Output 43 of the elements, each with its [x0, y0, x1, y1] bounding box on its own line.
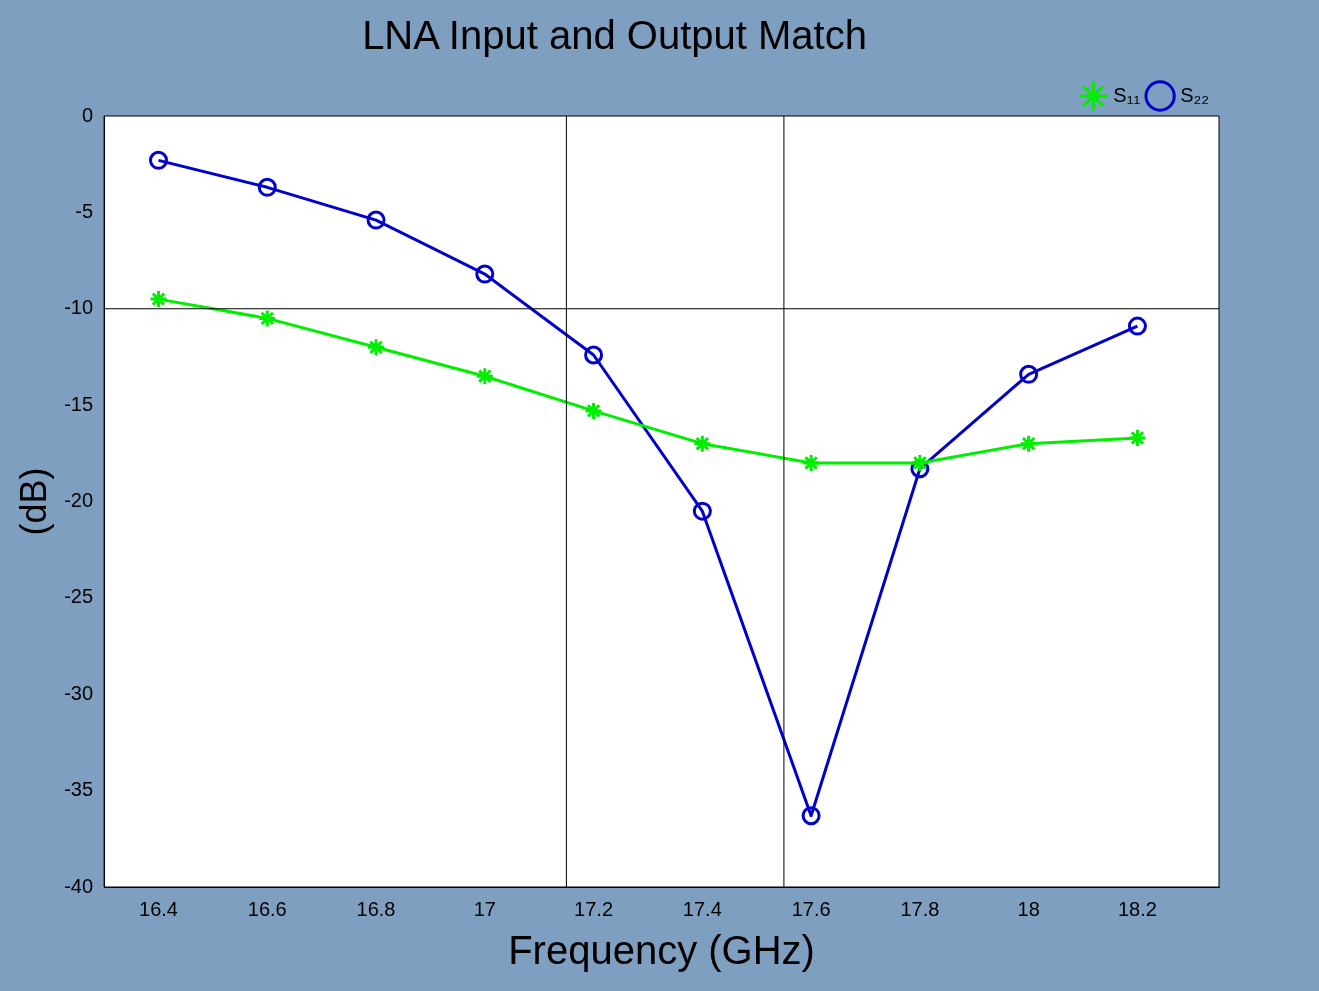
point: [475, 264, 495, 284]
y-tick-label: -40: [64, 874, 94, 897]
x-tick-label: 18: [1017, 897, 1040, 920]
y-tick-label: -10: [64, 296, 94, 319]
x-tick-label: 17.4: [682, 897, 722, 920]
point: [1019, 364, 1039, 384]
y-tick-label: -25: [64, 585, 94, 608]
x-tick-label: 17.2: [574, 897, 614, 920]
point: [257, 308, 277, 328]
x-tick-label: 18.2: [1117, 897, 1157, 920]
point: [257, 177, 277, 197]
y-tick-label: -20: [64, 489, 94, 512]
point: [1019, 434, 1039, 454]
point: [148, 289, 168, 309]
point: [584, 345, 604, 365]
x-axis-title: Frequency (GHz): [508, 928, 815, 973]
point: [148, 150, 168, 170]
point: [692, 501, 712, 521]
legend-label: S₂₂: [1180, 83, 1210, 106]
point: [910, 453, 930, 473]
point: [692, 434, 712, 454]
point: [1127, 316, 1147, 336]
x-tick-label: 16.4: [139, 897, 178, 920]
y-axis-title: (dB): [12, 467, 54, 536]
y-tick-label: -15: [64, 392, 94, 415]
point: [584, 401, 604, 421]
point: [366, 210, 386, 230]
x-tick-label: 17.6: [791, 897, 831, 920]
x-tick-label: 17: [473, 897, 496, 920]
point: [801, 806, 821, 826]
point: [801, 453, 821, 473]
x-tick-label: 16.8: [356, 897, 396, 920]
point: [366, 337, 386, 357]
x-tick-label: 17.8: [900, 897, 940, 920]
y-tick-label: 0: [81, 103, 94, 126]
y-tick-label: -5: [75, 199, 94, 222]
legend-label: S₁₁: [1113, 83, 1141, 106]
point: [1127, 428, 1147, 448]
point: [475, 366, 495, 386]
chart-title: LNA Input and Output Match: [362, 13, 867, 58]
y-tick-label: -30: [64, 681, 94, 704]
y-tick-label: -35: [64, 778, 94, 801]
x-tick-label: 16.6: [247, 897, 287, 920]
